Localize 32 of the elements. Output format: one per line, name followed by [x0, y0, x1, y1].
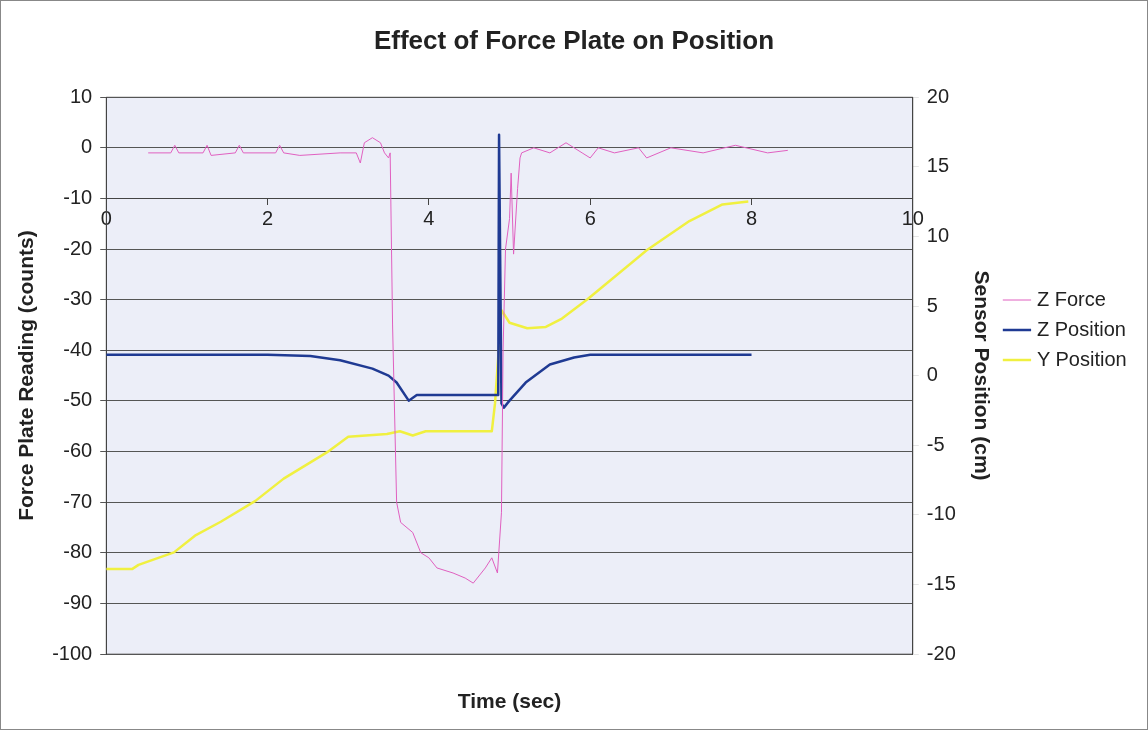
x-axis-title: Time (sec): [457, 688, 562, 712]
y-tick-label: -10: [63, 185, 93, 208]
y-tick-label: 10: [69, 84, 93, 107]
y-tick-label: -100: [52, 641, 93, 664]
y2-tick-label: 0: [926, 363, 938, 386]
y2-tick-label: 10: [926, 223, 950, 246]
y-tick-label: -50: [63, 388, 93, 411]
x-tick-label: 4: [423, 206, 435, 229]
y-tick-label: -90: [63, 590, 93, 613]
x-tick-label: 6: [584, 206, 596, 229]
y-axis-title: Force Plate Reading (counts): [14, 230, 38, 521]
y-tick-label: -30: [63, 287, 93, 310]
y-tick-label: -80: [63, 540, 93, 563]
y2-tick-label: 15: [926, 154, 950, 177]
y2-tick-label: -20: [926, 641, 956, 664]
y2-axis-title: Sensor Position (cm): [970, 270, 994, 481]
y-tick-label: -70: [63, 489, 93, 512]
x-tick-label: 2: [261, 206, 274, 229]
y-tick-label: -20: [63, 236, 93, 259]
legend-label: Z Position: [1036, 317, 1126, 340]
y-tick-label: -40: [63, 337, 93, 360]
y2-tick-label: 20: [926, 84, 950, 107]
chart-title: Effect of Force Plate on Position: [373, 24, 775, 55]
y-tick-label: -60: [63, 439, 93, 462]
x-tick-label: 8: [745, 206, 758, 229]
y2-tick-label: -15: [926, 571, 956, 594]
y2-tick-label: -5: [926, 432, 945, 455]
legend-label: Z Force: [1036, 287, 1106, 310]
y2-tick-label: -10: [926, 502, 956, 525]
y-tick-label: 0: [81, 135, 93, 158]
legend-label: Y Position: [1036, 347, 1127, 370]
y2-tick-label: 5: [926, 293, 938, 316]
